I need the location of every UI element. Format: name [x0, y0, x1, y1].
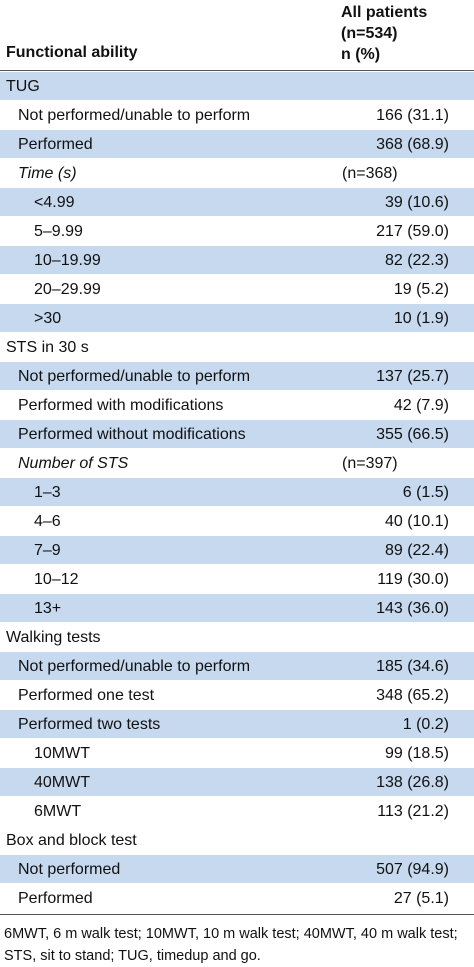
row-value: 42 (7.9) [393, 397, 449, 414]
row-value: 82 (22.3) [384, 252, 449, 269]
header-line: (n=534) [341, 25, 398, 42]
row-value: 368 (68.9) [376, 136, 449, 153]
row-label: Not performed/unable to perform [18, 368, 251, 385]
table-row: 20–29.99 19 (5.2) [0, 275, 474, 304]
row-label: Performed without modifications [18, 426, 246, 443]
row-value: 507 (94.9) [376, 861, 449, 878]
table-row: 7–9 89 (22.4) [0, 536, 474, 565]
row-value: 355 (66.5) [376, 426, 449, 443]
row-label: 40MWT [34, 774, 90, 791]
table-row: TUG [0, 72, 474, 101]
row-label: 5–9.99 [34, 223, 83, 240]
table-row: 6MWT 113 (21.2) [0, 797, 474, 826]
row-label: Time (s) [18, 165, 77, 182]
row-value: 10 (1.9) [393, 310, 449, 327]
row-value: 1 (0.2) [402, 716, 449, 733]
row-label: Not performed [18, 861, 121, 878]
table-row: Not performed/unable to perform 185 (34.6… [0, 652, 474, 681]
row-label: 10–19.99 [34, 252, 101, 269]
table-row: 40MWT 138 (26.8) [0, 768, 474, 797]
table-row: <4.99 39 (10.6) [0, 188, 474, 217]
row-label: 10MWT [34, 745, 90, 762]
row-label: Box and block test [6, 832, 137, 849]
row-label: TUG [6, 78, 40, 95]
header-line: n (%) [341, 46, 381, 63]
table-row: Performed with modifications 42 (7.9) [0, 391, 474, 420]
table-body: TUG Not performed/unable to perform 166 (3… [0, 72, 474, 913]
row-value: 19 (5.2) [393, 281, 449, 298]
row-value: 138 (26.8) [376, 774, 449, 791]
row-value: (n=397) [342, 455, 398, 472]
footnote: 6MWT, 6 m walk test; 10MWT, 10 m walk te… [0, 914, 474, 967]
row-label: Performed [18, 890, 93, 907]
table-row: Performed two tests 1 (0.2) [0, 710, 474, 739]
table-row: Time (s) (n=368) [0, 159, 474, 188]
table-row: 10MWT 99 (18.5) [0, 739, 474, 768]
table-row: 10–12 119 (30.0) [0, 565, 474, 594]
row-label: STS in 30 s [6, 339, 89, 356]
header-line: All patients [341, 4, 428, 21]
table-row: Performed one test 348 (65.2) [0, 681, 474, 710]
row-label: 6MWT [34, 803, 82, 820]
table-row: 10–19.99 82 (22.3) [0, 246, 474, 275]
row-value: 137 (25.7) [376, 368, 449, 385]
table-row: 1–3 6 (1.5) [0, 478, 474, 507]
row-label: 13+ [34, 600, 62, 617]
row-value: 27 (5.1) [393, 890, 449, 907]
row-value: 119 (30.0) [377, 571, 449, 588]
row-label: 7–9 [34, 542, 61, 559]
row-value: 40 (10.1) [384, 513, 449, 530]
row-label: <4.99 [34, 194, 75, 211]
row-label: 20–29.99 [34, 281, 101, 298]
table-row: Number of STS (n=397) [0, 449, 474, 478]
row-value: 166 (31.1) [376, 107, 449, 124]
row-value: 217 (59.0) [376, 223, 449, 240]
row-label: Not performed/unable to perform [18, 658, 251, 675]
table-row: Walking tests [0, 623, 474, 652]
row-label: Number of STS [18, 455, 129, 472]
row-label: Performed two tests [18, 716, 161, 733]
row-value: 185 (34.6) [376, 658, 449, 675]
row-label: Performed [18, 136, 93, 153]
table-row: >30 10 (1.9) [0, 304, 474, 333]
row-value: 6 (1.5) [402, 484, 449, 501]
row-label: Performed with modifications [18, 397, 224, 414]
table-row: Not performed 507 (94.9) [0, 855, 474, 884]
table-row: Not performed/unable to perform 166 (31.1… [0, 101, 474, 130]
table-row: 4–6 40 (10.1) [0, 507, 474, 536]
table-row: STS in 30 s [0, 333, 474, 362]
row-label: 1–3 [34, 484, 61, 501]
table-row: Performed 27 (5.1) [0, 884, 474, 913]
table-row: Performed without modifications 355 (66.5… [0, 420, 474, 449]
row-value: 99 (18.5) [384, 745, 449, 762]
row-label: Walking tests [6, 629, 101, 646]
row-value: 348 (65.2) [376, 687, 449, 704]
header-column: All patients (n=534) n (%) [341, 2, 427, 65]
row-value: (n=368) [342, 165, 398, 182]
table-row: 5–9.99 217 (59.0) [0, 217, 474, 246]
row-label: >30 [34, 310, 62, 327]
row-label: Performed one test [18, 687, 155, 704]
row-value: 39 (10.6) [384, 194, 449, 211]
row-value: 143 (36.0) [376, 600, 449, 617]
table-row: Not performed/unable to perform 137 (25.7… [0, 362, 474, 391]
row-value: 89 (22.4) [384, 542, 449, 559]
row-value: 113 (21.2) [377, 803, 449, 820]
row-label: 10–12 [34, 571, 79, 588]
table-row: Box and block test [0, 826, 474, 855]
table-row: Performed 368 (68.9) [0, 130, 474, 159]
row-label: Not performed/unable to perform [18, 107, 251, 124]
header-label: Functional ability [6, 44, 138, 61]
row-label: 4–6 [34, 513, 61, 530]
table-header: Functional ability All patients (n=534) … [0, 0, 474, 71]
table-row: 13+ 143 (36.0) [0, 594, 474, 623]
